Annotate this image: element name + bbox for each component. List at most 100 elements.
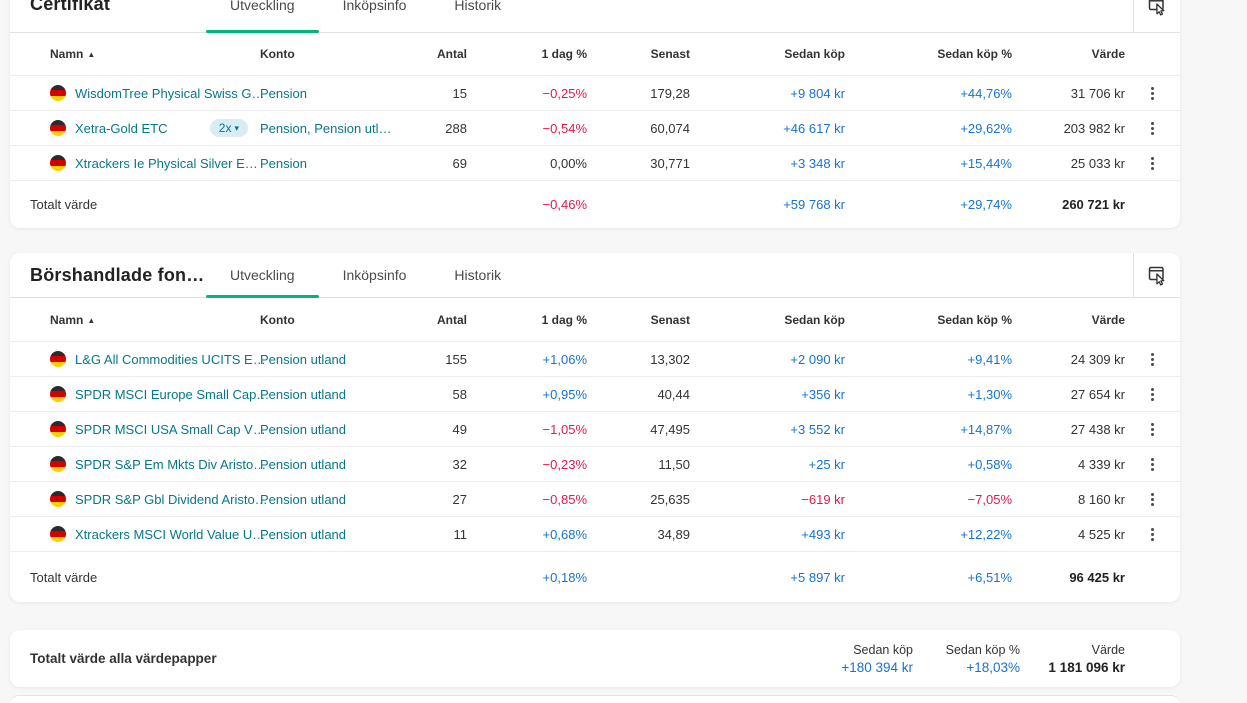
antal-value: 15	[452, 85, 467, 101]
column-header-1dag[interactable]: 1 dag %	[541, 47, 587, 61]
account-link[interactable]: Pension utland	[260, 351, 347, 367]
one-day-pct: −1,05%	[542, 421, 587, 437]
row-menu-button[interactable]	[1143, 453, 1162, 476]
tab-inkopsinfo[interactable]: Inköpsinfo	[342, 267, 407, 283]
table-row: Xetra-Gold ETC 2x ▾ Pension, Pension utl……	[10, 110, 1180, 145]
summary-col-label: Sedan köp	[853, 642, 913, 657]
column-header-konto[interactable]: Konto	[260, 312, 295, 327]
column-header-senast[interactable]: Senast	[650, 312, 690, 327]
sedan-kop-value: −619 kr	[801, 491, 845, 507]
grand-total-columns: Sedan köp +180 394 kr Sedan köp % +18,03…	[783, 643, 1180, 675]
row-menu-button[interactable]	[1143, 117, 1162, 140]
column-header-varde[interactable]: Värde	[1091, 312, 1125, 327]
summary-sedan-kop-pct: Sedan köp % +18,03%	[913, 643, 1020, 675]
instrument-link[interactable]: SPDR S&P Em Mkts Div Aristo…	[75, 456, 267, 472]
sedan-kop-value: +9 804 kr	[790, 85, 845, 101]
varde-value: 203 982 kr	[1063, 120, 1125, 136]
one-day-pct: 0,00%	[550, 155, 587, 171]
table-row: SPDR S&P Gbl Dividend Aristo… Pension ut…	[10, 481, 1180, 516]
certifikat-card: Certifikat Utveckling Inköpsinfo Histori…	[10, 0, 1180, 228]
total-sedan-kop: +59 768 kr	[783, 197, 845, 212]
column-header-antal[interactable]: Antal	[437, 47, 467, 61]
account-link[interactable]: Pension utland	[260, 421, 347, 437]
sedan-kop-pct-value: +9,41%	[967, 351, 1012, 367]
germany-flag-icon	[50, 120, 66, 136]
sedan-kop-value: +2 090 kr	[790, 351, 845, 367]
table-row: Xtrackers Ie Physical Silver E… Pension …	[10, 145, 1180, 180]
senast-value: 25,635	[650, 491, 690, 507]
total-sedan-kop-pct: +6,51%	[967, 569, 1012, 585]
senast-value: 34,89	[657, 526, 690, 542]
germany-flag-icon	[50, 351, 66, 367]
column-header-senast[interactable]: Senast	[650, 47, 690, 61]
row-menu-button[interactable]	[1143, 348, 1162, 371]
tab-historik[interactable]: Historik	[454, 0, 502, 13]
totals-row: Totalt värde +0,18% +5 897 kr +6,51% 96 …	[10, 551, 1180, 602]
account-link[interactable]: Pension utland	[260, 491, 347, 507]
account-link[interactable]: Pension utland	[260, 386, 347, 402]
instrument-link[interactable]: Xetra-Gold ETC	[75, 120, 168, 136]
sort-ascending-icon: ▲	[87, 50, 96, 59]
one-day-pct: +0,68%	[542, 526, 587, 542]
table-row: SPDR MSCI USA Small Cap V… Pension utlan…	[10, 411, 1180, 446]
column-header-sedan-kop-pct[interactable]: Sedan köp %	[937, 47, 1012, 61]
antal-value: 288	[445, 120, 467, 136]
instrument-link[interactable]: SPDR MSCI Europe Small Cap…	[75, 386, 270, 402]
account-link[interactable]: Pension	[260, 155, 307, 171]
row-menu-button[interactable]	[1143, 418, 1162, 441]
germany-flag-icon	[50, 386, 66, 402]
instrument-link[interactable]: SPDR MSCI USA Small Cap V…	[75, 421, 266, 437]
summary-sedan-kop: Sedan köp +180 394 kr	[783, 643, 913, 675]
instrument-link[interactable]: WisdomTree Physical Swiss G…	[75, 85, 265, 101]
fonder-card-header: Börshandlade fon… Utveckling Inköpsinfo …	[10, 253, 1180, 298]
leverage-badge[interactable]: 2x ▾	[209, 119, 248, 137]
account-link[interactable]: Pension utland	[260, 456, 347, 472]
germany-flag-icon	[50, 526, 66, 542]
tab-utveckling[interactable]: Utveckling	[206, 0, 319, 33]
table-row: SPDR MSCI Europe Small Cap… Pension utla…	[10, 376, 1180, 411]
totals-label: Totalt värde	[30, 197, 98, 212]
row-menu-button[interactable]	[1143, 82, 1162, 105]
varde-value: 4 525 kr	[1078, 526, 1125, 542]
instrument-link[interactable]: L&G All Commodities UCITS E…	[75, 351, 266, 367]
sedan-kop-value: +3 552 kr	[790, 421, 845, 437]
account-link[interactable]: Pension	[260, 85, 307, 101]
column-header-namn[interactable]: Namn ▲	[50, 312, 96, 327]
customize-list-button[interactable]	[1133, 0, 1180, 32]
account-link[interactable]: Pension, Pension utl…	[260, 120, 392, 136]
row-menu-button[interactable]	[1143, 523, 1162, 546]
column-header-sedan-kop[interactable]: Sedan köp	[784, 312, 845, 327]
certifikat-card-header: Certifikat Utveckling Inköpsinfo Histori…	[10, 0, 1180, 33]
germany-flag-icon	[50, 155, 66, 171]
sedan-kop-pct-value: +44,76%	[960, 85, 1012, 101]
varde-value: 31 706 kr	[1070, 85, 1125, 101]
grand-total-card: Totalt värde alla värdepapper Sedan köp …	[10, 630, 1180, 687]
column-header-varde[interactable]: Värde	[1091, 47, 1125, 61]
row-menu-button[interactable]	[1143, 488, 1162, 511]
column-header-1dag[interactable]: 1 dag %	[541, 312, 587, 327]
one-day-pct: −0,85%	[542, 491, 587, 507]
tab-historik[interactable]: Historik	[454, 267, 502, 283]
customize-list-button[interactable]	[1133, 253, 1180, 297]
tab-utveckling[interactable]: Utveckling	[206, 253, 319, 298]
antal-value: 11	[453, 526, 468, 542]
column-header-sedan-kop[interactable]: Sedan köp	[784, 47, 845, 61]
column-header-sedan-kop-pct[interactable]: Sedan köp %	[937, 312, 1012, 327]
antal-value: 69	[452, 155, 467, 171]
sedan-kop-value: +3 348 kr	[790, 155, 845, 171]
sedan-kop-value: +25 kr	[808, 456, 846, 472]
account-link[interactable]: Pension utland	[260, 526, 347, 542]
column-header-antal[interactable]: Antal	[437, 312, 467, 327]
column-header-konto[interactable]: Konto	[260, 47, 295, 61]
instrument-link[interactable]: Xtrackers MSCI World Value U…	[75, 526, 266, 542]
grand-total-label: Totalt värde alla värdepapper	[30, 651, 217, 666]
row-menu-button[interactable]	[1143, 383, 1162, 406]
germany-flag-icon	[50, 456, 66, 472]
instrument-link[interactable]: Xtrackers Ie Physical Silver E…	[75, 155, 258, 171]
row-menu-button[interactable]	[1143, 152, 1162, 175]
instrument-link[interactable]: SPDR S&P Gbl Dividend Aristo…	[75, 491, 268, 507]
tab-inkopsinfo[interactable]: Inköpsinfo	[342, 0, 407, 13]
summary-col-value: +18,03%	[966, 659, 1020, 675]
column-header-namn[interactable]: Namn ▲	[50, 47, 96, 61]
